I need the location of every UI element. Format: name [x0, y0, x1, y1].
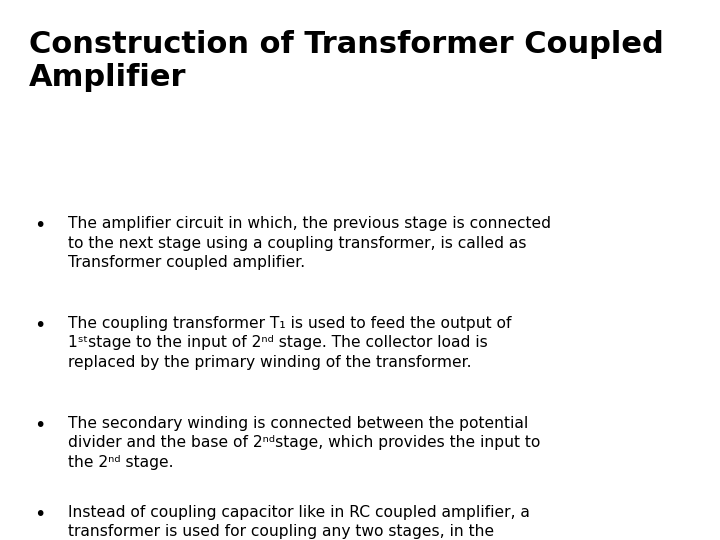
Text: •: • — [34, 505, 45, 524]
Text: •: • — [34, 416, 45, 435]
Text: •: • — [34, 316, 45, 335]
Text: The amplifier circuit in which, the previous stage is connected
to the next stag: The amplifier circuit in which, the prev… — [68, 216, 552, 270]
Text: The coupling transformer T₁ is used to feed the output of
1ˢᵗstage to the input : The coupling transformer T₁ is used to f… — [68, 316, 512, 370]
Text: •: • — [34, 216, 45, 235]
Text: Construction of Transformer Coupled
Amplifier: Construction of Transformer Coupled Ampl… — [29, 30, 664, 92]
Text: Instead of coupling capacitor like in RC coupled amplifier, a
transformer is use: Instead of coupling capacitor like in RC… — [68, 505, 530, 540]
Text: The secondary winding is connected between the potential
divider and the base of: The secondary winding is connected betwe… — [68, 416, 541, 470]
